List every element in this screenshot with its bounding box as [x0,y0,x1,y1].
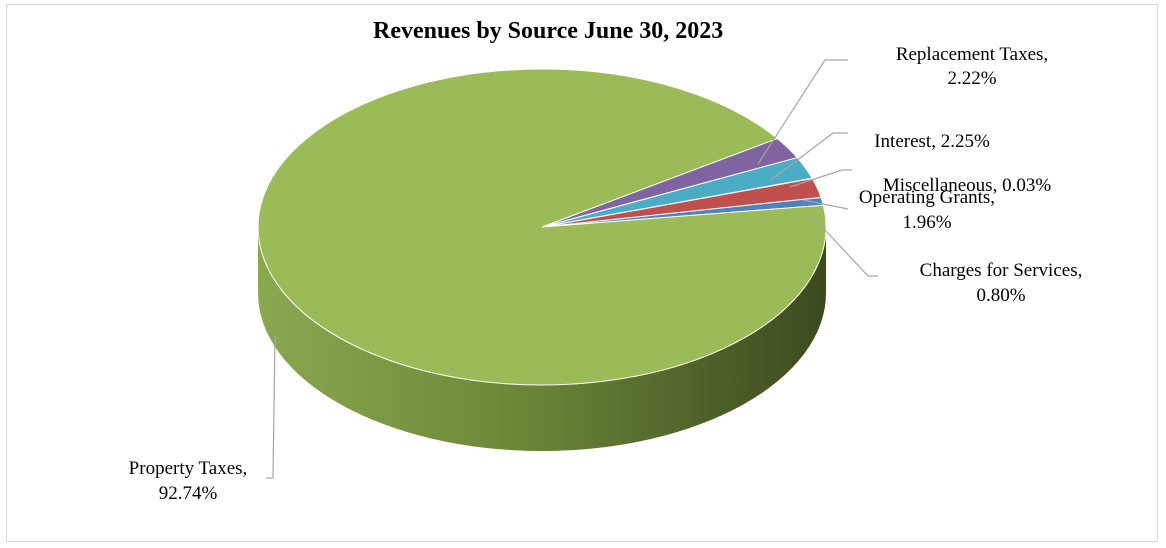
leader-line [757,59,848,165]
chart-title: Revenues by Source June 30, 2023 [373,18,724,44]
slice-label: Miscellaneous, 0.03% [883,175,1052,196]
slice-label: Replacement Taxes, 2.22% [896,44,1048,89]
pie-side-group [258,227,826,451]
pie-top-group [257,68,827,386]
pie-slice-property-taxes [257,68,827,386]
leader-line [789,169,852,188]
leader-line [809,213,878,277]
slice-label: Charges for Services, 0.80% [920,260,1083,306]
slice-label: Interest, 2.25% [874,131,990,152]
pie-side-wall [258,227,826,451]
leader-line [266,335,276,479]
leader-line [770,132,848,181]
pie-label-group: Replacement Taxes, 2.22% Interest, 2.25% Mi… [129,44,1083,504]
slice-label: Property Taxes, 92.74% [129,458,248,504]
slice-label: Operating Grants, 1.96% [859,187,995,233]
leader-line [802,199,849,210]
